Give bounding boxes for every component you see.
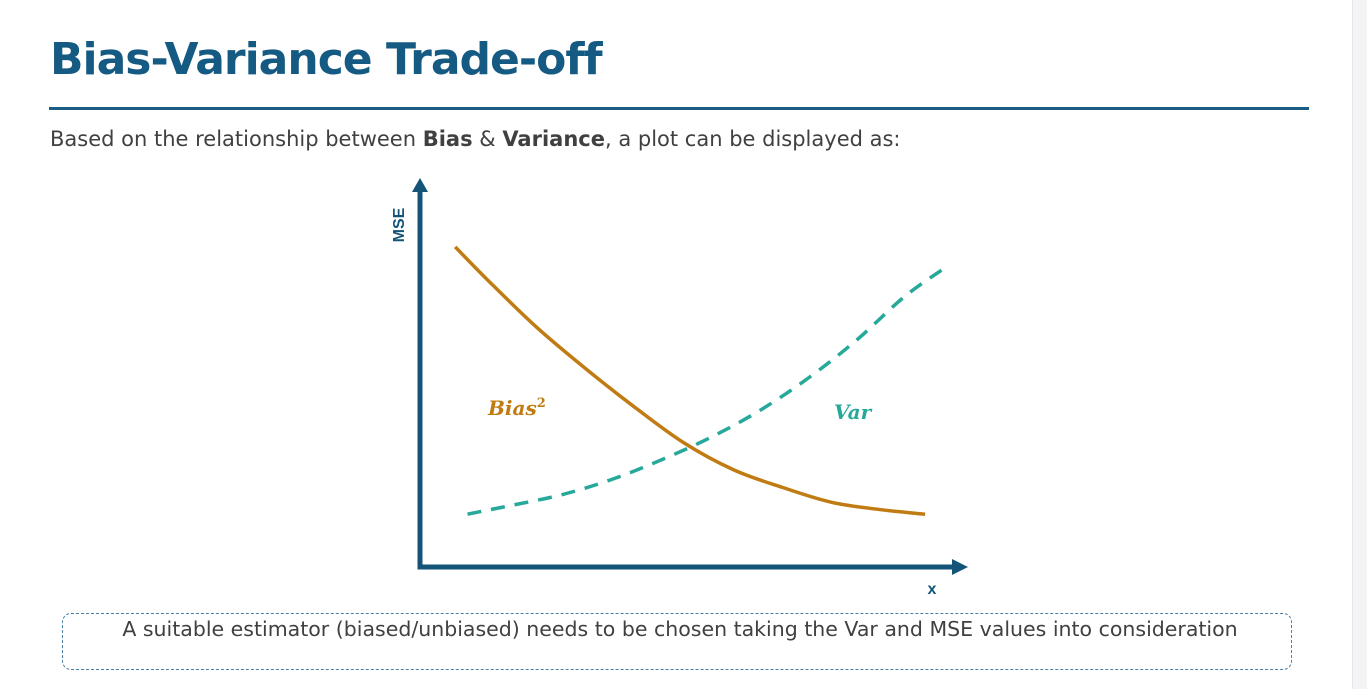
note-box <box>62 613 1292 670</box>
title-underline <box>49 107 1309 110</box>
series-line-bias <box>453 245 926 516</box>
intro-suffix: , a plot can be displayed as: <box>604 127 901 151</box>
intro-text: Based on the relationship between Bias &… <box>50 127 901 151</box>
series-label-var: Var <box>834 400 873 424</box>
y-axis-arrowhead <box>412 178 428 192</box>
intro-term-variance: Variance <box>502 127 605 151</box>
chart-axes <box>412 178 968 575</box>
series-label-bias-superscript: 2 <box>537 396 546 411</box>
chart-labels: MSE x Bias2 Var <box>391 207 937 598</box>
y-axis-label: MSE <box>391 207 408 242</box>
right-edge-strip <box>1352 0 1367 689</box>
bias-variance-chart: MSE x Bias2 Var <box>391 178 968 598</box>
x-axis-label: x <box>928 581 937 598</box>
slide-title: Bias-Variance Trade-off <box>50 34 603 85</box>
x-axis-arrowhead <box>952 559 968 575</box>
intro-joiner: & <box>472 127 503 151</box>
chart-curves <box>453 245 951 516</box>
series-label-bias: Bias2 <box>487 396 546 420</box>
intro-term-bias: Bias <box>422 127 473 151</box>
intro-prefix: Based on the relationship between <box>50 127 423 151</box>
series-line-var <box>467 263 951 516</box>
note-text: A suitable estimator (biased/unbiased) n… <box>122 617 1238 641</box>
